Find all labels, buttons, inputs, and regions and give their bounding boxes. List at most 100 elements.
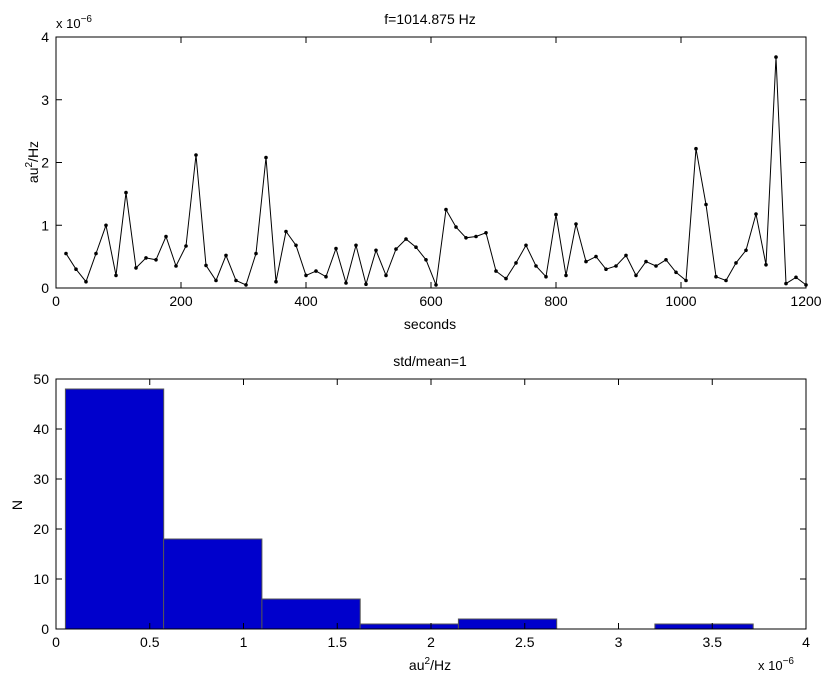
data-point	[564, 273, 568, 278]
bottom-x-label-suffix: /Hz	[430, 657, 451, 673]
top-y-exponent-base: x 10	[56, 16, 81, 31]
data-point	[324, 274, 328, 279]
top-y-label-suffix: /Hz	[25, 141, 41, 162]
data-point	[294, 243, 298, 248]
data-point	[534, 264, 538, 268]
top-y-exponent-power: −6	[81, 14, 93, 25]
data-point	[194, 153, 198, 157]
data-point	[674, 270, 678, 275]
data-point	[84, 279, 88, 284]
data-point	[344, 281, 348, 285]
data-point	[304, 273, 308, 278]
data-point	[704, 202, 708, 207]
data-point	[414, 245, 418, 249]
data-point	[184, 244, 188, 248]
data-point	[104, 223, 108, 228]
data-point	[574, 222, 578, 226]
data-point	[794, 275, 798, 280]
bottom-x-label-sup: 2	[425, 656, 431, 667]
data-point	[654, 264, 658, 268]
top-x-tick-label: 1000	[665, 293, 696, 309]
data-point	[614, 264, 618, 268]
top-y-exponent: x 10−6	[56, 14, 92, 31]
data-point	[64, 251, 68, 256]
data-point	[594, 254, 598, 259]
bottom-chart-title: std/mean=1	[393, 353, 467, 369]
data-point	[404, 237, 408, 241]
top-x-tick-label: 600	[419, 293, 443, 309]
data-point	[474, 234, 478, 239]
top-y-axis-label: au2/Hz	[24, 141, 41, 183]
data-point	[314, 269, 318, 273]
data-point	[114, 273, 118, 278]
data-point	[524, 243, 528, 248]
bottom-y-axis-label: N	[9, 500, 25, 510]
time-series-panel: f=1014.875 Hz au2/Hz seconds x 10−6 0 200…	[24, 11, 822, 332]
data-point	[444, 207, 448, 212]
data-point	[174, 264, 178, 268]
top-x-tick-label: 200	[169, 293, 193, 309]
histogram-bars	[64, 388, 754, 630]
data-point	[714, 274, 718, 279]
bottom-x-exponent-power: −6	[783, 656, 795, 667]
data-point	[684, 278, 688, 283]
top-x-tick-label: 1200	[790, 293, 821, 309]
bottom-axes-box	[55, 378, 807, 630]
bottom-x-tick-label: 0	[52, 634, 60, 650]
bottom-y-tick-label: 50	[33, 371, 49, 387]
data-point	[754, 212, 758, 216]
data-point	[774, 55, 778, 59]
bottom-x-tick-label: 0.5	[140, 634, 160, 650]
data-point	[454, 225, 458, 229]
bottom-x-tick-label: 1.5	[328, 634, 348, 650]
bottom-x-tick-label: 2.5	[515, 634, 535, 650]
data-point	[364, 282, 368, 287]
bottom-y-tick-label: 40	[33, 421, 49, 437]
data-point	[74, 267, 78, 272]
top-chart-title: f=1014.875 Hz	[384, 11, 475, 27]
data-point	[384, 273, 388, 278]
data-point	[624, 253, 628, 258]
data-point	[554, 212, 558, 217]
bottom-x-label-prefix: au	[409, 657, 425, 673]
data-point	[284, 229, 288, 234]
data-point	[514, 261, 518, 265]
data-point	[234, 278, 238, 283]
data-point	[464, 236, 468, 240]
data-point	[634, 273, 638, 278]
histogram-panel: std/mean=1 N au2/Hz x 10−6 0 0.5 1 1.5 2 2.5 3…	[9, 353, 810, 673]
histogram-bar	[64, 388, 165, 630]
data-point	[254, 251, 258, 256]
series-line	[65, 57, 807, 287]
data-point	[484, 231, 488, 235]
histogram-bar	[654, 623, 754, 630]
data-point	[724, 278, 728, 283]
data-point	[424, 258, 428, 262]
bottom-x-tick-label: 4	[802, 634, 810, 650]
top-x-axis-label: seconds	[404, 316, 456, 332]
top-x-tick-label: 400	[294, 293, 318, 309]
histogram-bar	[457, 618, 558, 630]
data-point	[504, 276, 508, 281]
data-point	[664, 258, 668, 262]
top-axis-ticks: 0 200 400 600 800 1000 1200 0 1 2 3 4	[41, 29, 822, 309]
data-point	[434, 283, 438, 287]
top-y-label-prefix: au	[25, 167, 41, 183]
data-point	[244, 283, 248, 287]
data-point	[274, 279, 278, 284]
histogram-bar	[359, 623, 459, 630]
histogram-bar	[261, 598, 361, 630]
top-axes-box	[55, 36, 807, 289]
data-point	[164, 234, 168, 239]
data-point	[154, 258, 158, 262]
bottom-y-tick-label: 0	[41, 621, 49, 637]
bottom-x-axis-label: au2/Hz	[409, 656, 451, 673]
data-point	[644, 259, 648, 264]
data-point	[734, 261, 738, 265]
data-point	[494, 269, 498, 273]
data-point	[94, 251, 98, 256]
data-point	[204, 263, 208, 268]
bottom-y-tick-label: 30	[33, 471, 49, 487]
data-point	[134, 266, 138, 270]
